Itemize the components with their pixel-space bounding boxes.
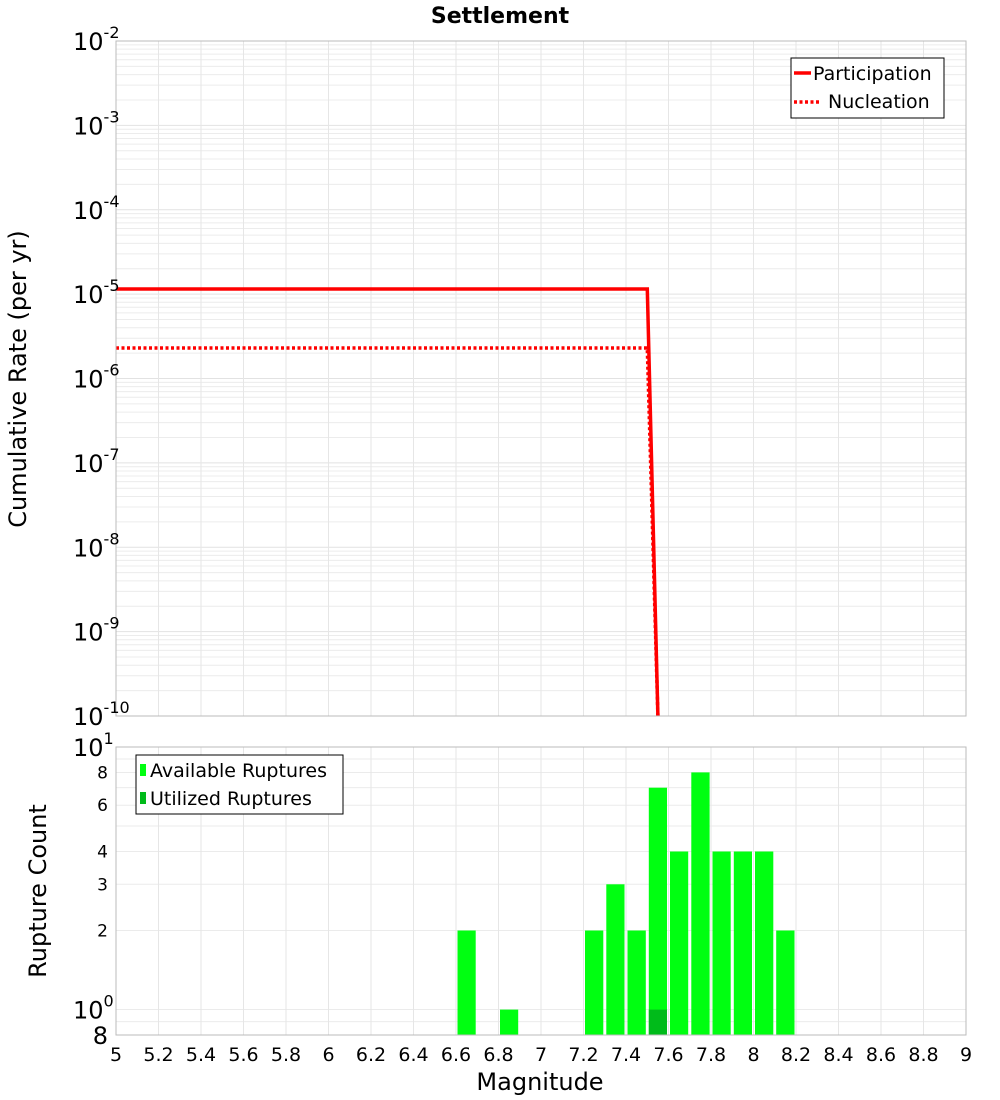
legend-available-label: Available Ruptures <box>150 760 327 782</box>
x-tick-label: 6.2 <box>356 1044 386 1066</box>
bottom-y-tick-label: 100 <box>73 992 114 1025</box>
x-tick-label: 5.8 <box>271 1044 301 1066</box>
x-tick-label: 6 <box>322 1044 334 1066</box>
x-tick-label: 7.8 <box>696 1044 726 1066</box>
bar-available <box>500 1009 519 1035</box>
bottom-y-tick-label: 6 <box>97 796 108 816</box>
bar-available <box>691 772 710 1035</box>
bar-available <box>648 787 667 1035</box>
top-y-tick-label: 10-5 <box>73 276 120 309</box>
x-tick-label: 8 <box>747 1044 759 1066</box>
top-y-tick-label: 10-4 <box>73 192 120 225</box>
top-series-lines <box>116 287 660 717</box>
bar-available <box>585 930 604 1035</box>
x-tick-label: 7.6 <box>653 1044 683 1066</box>
x-tick-label: 6.6 <box>441 1044 471 1066</box>
top-y-axis-label: Cumulative Rate (per yr) <box>4 230 32 528</box>
legend-nucleation-label: Nucleation <box>828 91 930 113</box>
x-tick-label: 6.4 <box>398 1044 428 1066</box>
top-gridlines <box>115 40 967 717</box>
bottom-plot-frame <box>115 746 967 1036</box>
top-y-tick-label: 10-2 <box>73 23 120 56</box>
x-tick-label: 6.8 <box>483 1044 513 1066</box>
x-tick-label: 7.4 <box>611 1044 641 1066</box>
bar-utilized <box>648 1009 667 1035</box>
bottom-y-tick-label: 3 <box>97 875 108 895</box>
x-tick-label: 5.6 <box>228 1044 258 1066</box>
top-y-tick-label: 10-7 <box>73 445 120 478</box>
bar-available <box>606 884 625 1035</box>
x-tick-label: 9 <box>960 1044 972 1066</box>
top-plot-frame <box>115 40 967 717</box>
bottom-y-tick-label: 2 <box>97 922 108 942</box>
bottom-legend: Available Ruptures Utilized Ruptures <box>135 754 344 815</box>
series-line-nucleation <box>116 346 660 717</box>
top-y-tick-label: 10-8 <box>73 529 120 562</box>
top-legend-box <box>790 57 945 119</box>
x-tick-label: 5.4 <box>186 1044 216 1066</box>
top-y-tick-label: 10-10 <box>73 698 130 731</box>
bottom-y-tick-label: 8 <box>93 1022 108 1050</box>
x-tick-label: 8.6 <box>866 1044 896 1066</box>
x-axis-label: Magnitude <box>476 1068 603 1096</box>
bar-available <box>755 851 774 1035</box>
legend-available-swatch <box>140 764 146 776</box>
bottom-y-tick-label: 4 <box>97 842 108 862</box>
bar-available <box>670 851 689 1035</box>
x-tick-label: 8.2 <box>781 1044 811 1066</box>
bottom-bars <box>457 772 795 1035</box>
x-tick-label: 5.2 <box>143 1044 173 1066</box>
series-line-participation <box>116 287 660 717</box>
bottom-y-tick-label: 101 <box>73 729 114 762</box>
bar-available <box>776 930 795 1035</box>
x-tick-label: 8.8 <box>908 1044 938 1066</box>
top-y-tick-labels: 10-10 10-9 10-8 10-7 10-6 10-5 10-4 10-3 10-2 <box>73 23 130 731</box>
top-y-tick-label: 10-9 <box>73 614 120 647</box>
bar-available <box>712 851 731 1035</box>
chart-title: Settlement <box>431 4 570 29</box>
bottom-y-axis-label: Rupture Count <box>24 804 52 978</box>
x-tick-label: 7.2 <box>568 1044 598 1066</box>
x-tick-label: 5 <box>110 1044 122 1066</box>
legend-utilized-swatch <box>140 792 146 804</box>
top-legend: Participation Nucleation <box>790 57 945 119</box>
bottom-legend-box <box>135 754 344 815</box>
x-tick-label: 7 <box>535 1044 547 1066</box>
top-y-tick-label: 10-6 <box>73 361 120 394</box>
bar-available <box>733 851 752 1035</box>
bar-available <box>627 930 646 1035</box>
x-tick-labels: 5 5.2 5.4 5.6 5.8 6 6.2 6.4 6.6 6.8 7 7.2 7.4 7.6 7.8 8… <box>110 1044 972 1066</box>
legend-utilized-label: Utilized Ruptures <box>150 788 312 810</box>
x-tick-label: 8.4 <box>823 1044 853 1066</box>
bar-available <box>457 930 476 1035</box>
top-y-tick-label: 10-3 <box>73 107 120 140</box>
bottom-y-tick-label: 8 <box>97 763 108 783</box>
legend-participation-label: Participation <box>813 63 932 85</box>
